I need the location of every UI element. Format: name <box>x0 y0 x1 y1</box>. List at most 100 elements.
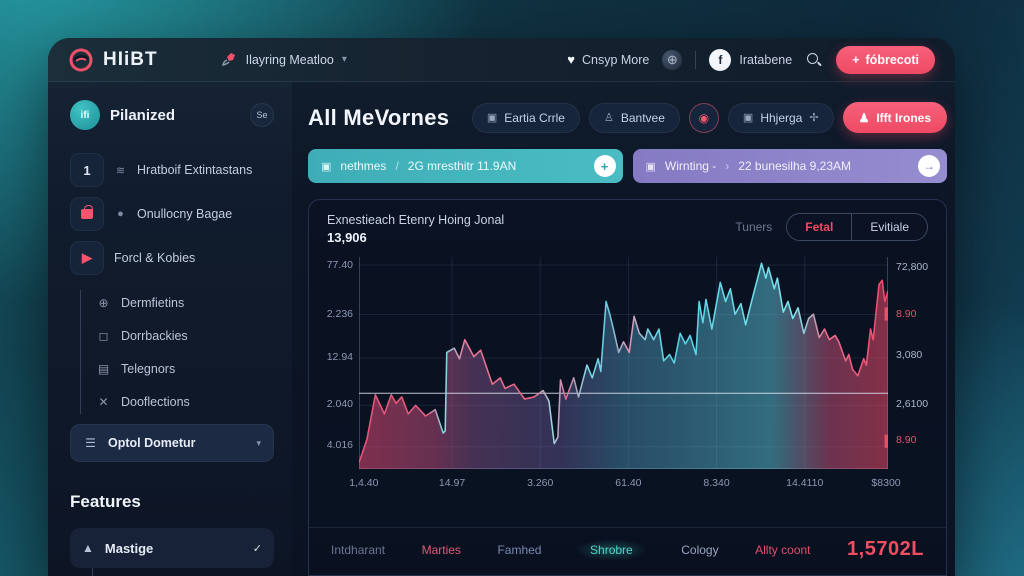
header-cta-label: fóbrecoti <box>865 52 919 67</box>
alert-chip-button[interactable]: ◉ <box>688 102 719 133</box>
check-icon: ✓ <box>252 542 262 555</box>
x-icon: ✕ <box>98 394 109 409</box>
tab-inactive[interactable]: Evitiale <box>870 220 909 234</box>
arrow-up-icon: 1 <box>70 153 104 187</box>
sidebar-active-label: Optol Dometur <box>108 436 196 450</box>
y-axis-tick-label: 12.94 <box>326 351 353 363</box>
list-bullet-icon: ≋ <box>115 164 126 177</box>
x-axis-labels: 1,4.40 14.97 3.260 61.40 8.340 14.4110 $8300 <box>349 471 900 495</box>
footer-stat[interactable]: Famhed <box>497 542 542 557</box>
sidebar-menu: 1 ≋ Hratboif Extintastans ● Onullocny Bagae ▶… <box>70 150 274 278</box>
y-axis-left: 77.40 2.236 12.94 2.040 4.016 <box>317 257 359 469</box>
chart-plot[interactable] <box>359 257 888 469</box>
pawn-icon: ♙ <box>603 112 614 124</box>
cursor-up-icon: ▲ <box>82 541 94 555</box>
sidebar-subitem-label: Telegnors <box>121 361 176 376</box>
banner-plus-button[interactable]: + <box>593 155 616 177</box>
banner-teal[interactable]: ▣ nethmes / 2G mresthitr 11.9AN + <box>308 149 623 183</box>
list-bullet-icon: ● <box>117 208 124 220</box>
primary-action-button[interactable]: ♟ Ifft Irones <box>842 102 947 133</box>
banner-arrow-button[interactable]: → <box>918 155 940 177</box>
square-icon: ▣ <box>321 160 332 173</box>
globe-icon[interactable]: ⊕ <box>662 49 683 70</box>
plus-icon: + <box>852 52 860 67</box>
search-icon[interactable] <box>805 51 823 69</box>
chevron-down-icon: ▾ <box>256 437 261 448</box>
sidebar-item-active[interactable]: ☰ Optol Dometur ▾ <box>70 424 274 462</box>
sidebar-subitem[interactable]: ◻ Dorrbackies <box>96 319 274 352</box>
square-icon: ▣ <box>645 160 656 173</box>
sidebar-subitem[interactable]: ▤ Telegnors <box>96 352 274 385</box>
toolbar-button-3[interactable]: ▣ Hhjerga ✢ <box>727 102 834 133</box>
features-heading: Features <box>70 492 141 511</box>
tab-active[interactable]: Fetal <box>787 214 853 240</box>
y-axis-right: 72,800 8.90 3,080 2,6100 8.90 <box>888 257 942 469</box>
profile-avatar: ifi <box>70 100 100 130</box>
square-icon: ▣ <box>742 112 754 124</box>
x-axis-tick-label: 61.40 <box>615 477 642 489</box>
footer-stat[interactable]: Intdharant <box>331 542 386 557</box>
chart-value: 13,906 <box>327 230 367 245</box>
chart-area: 77.40 2.236 12.94 2.040 4.016 72,800 8.90 3,08… <box>309 257 946 469</box>
y-axis-tick-label: 8.90 <box>896 308 917 320</box>
profile-badge[interactable]: Se <box>250 103 274 127</box>
sidebar-subitem-label: Dooflections <box>121 394 190 409</box>
footer-stat[interactable]: Allty coont <box>755 542 811 557</box>
sidebar-item[interactable]: ▶ Forcl & Kobies <box>70 238 274 278</box>
y-axis-tick-label: 2.040 <box>326 398 353 410</box>
footer-stat[interactable]: Cology <box>681 542 719 557</box>
nav-item-label: Ilayring Meatloo <box>245 52 334 67</box>
rocket-icon <box>221 52 235 66</box>
sidebar-item[interactable]: 1 ≋ Hratboif Extintastans <box>70 150 274 190</box>
sidebar-item[interactable]: ● Onullocny Bagae <box>70 194 274 234</box>
sidebar-submenu: ⊕ Dermfietins ◻ Dorrbackies ▤ Telegnors ✕ Doofl… <box>80 286 274 418</box>
banner-teal-text: 2G mresthitr 11.9AN <box>407 159 517 173</box>
sidebar-subitem[interactable]: ⊕ Dermfietins <box>96 286 274 319</box>
stack-icon: ☰ <box>85 436 96 450</box>
footer-stat[interactable]: Shrobre <box>578 539 645 560</box>
sidebar-subitem-label: Dorrbackies <box>121 328 188 343</box>
globe-icon: ⊕ <box>98 295 109 310</box>
user-name: Iratabene <box>739 52 793 67</box>
sidebar-subitem[interactable]: ✕ Dooflections <box>96 385 274 418</box>
x-axis-tick-label: 3.260 <box>527 477 554 489</box>
alert-icon: ◉ <box>698 110 710 125</box>
x-axis-tick-label: 14.4110 <box>786 477 824 489</box>
header-cta-button[interactable]: + fóbrecoti <box>836 45 935 74</box>
x-axis-tick-label: 14.97 <box>438 477 466 489</box>
card-icon: ▤ <box>97 361 110 376</box>
toolbar: ▣ Eartia Crrle ♙ Bantvee ◉ ▣ Hhjerga <box>471 102 947 133</box>
arrow-up-glyph: 1 <box>83 162 91 178</box>
favorites-button[interactable]: ♥ Cnsyp More <box>567 52 649 67</box>
x-axis-tick-label: 1,4.40 <box>349 477 379 489</box>
banner-purple[interactable]: ▣ Wirnting - › 22 bunesilha 9,23AM → <box>632 149 947 183</box>
toolbar-button-1-label: Eartia Crrle <box>504 110 565 125</box>
sidebar-item-label: Forcl & Kobies <box>114 251 196 265</box>
app-window: HIiBT Ilayring Meatloo ▾ ♥ Cnsyp More ⊕ <box>48 38 955 576</box>
logo[interactable]: HIiBT <box>68 47 158 73</box>
stats-footer: Intdharant Marties Famhed Shrobre Cology Allt… <box>309 527 946 575</box>
nav-item-trading[interactable]: Ilayring Meatloo ▾ <box>220 51 347 69</box>
y-axis-tick-label: 4.016 <box>326 439 353 451</box>
y-axis-tick-label: 2.236 <box>326 308 353 320</box>
play-glyph: ▶ <box>82 250 92 265</box>
x-axis-tick-label: $8300 <box>871 477 901 489</box>
banner-purple-tag: Wirnting - <box>664 159 717 173</box>
sidebar-item-label: Hratboif Extintastans <box>137 163 253 177</box>
y-axis-tick-label: 72,800 <box>896 261 929 273</box>
y-axis-tick-label: 3,080 <box>896 349 923 361</box>
chart-panel: Exnestieach Etenry Hoing Jonal 13,906 Tu… <box>308 199 947 576</box>
footer-stat[interactable]: Marties <box>421 542 461 557</box>
sidebar-profile[interactable]: ifi Pilanized Se <box>70 100 274 130</box>
timeframe-label[interactable]: Tuners <box>735 220 773 234</box>
x-axis-tick-label: 8.340 <box>703 477 730 489</box>
main-content: All MeVornes ▣ Eartia Crrle ♙ Bantvee ◉ <box>292 82 955 576</box>
banner-purple-text: 22 bunesilha 9,23AM <box>738 159 851 173</box>
toolbar-button-1[interactable]: ▣ Eartia Crrle <box>471 102 580 133</box>
toolbar-button-2[interactable]: ♙ Bantvee <box>588 102 680 133</box>
y-axis-tick-label: 77.40 <box>326 259 353 271</box>
user-menu[interactable]: f Iratabene <box>709 48 793 71</box>
app-header: HIiBT Ilayring Meatloo ▾ ♥ Cnsyp More ⊕ <box>48 38 955 82</box>
sidebar-feature-item[interactable]: ▲ Mastige ✓ <box>70 528 274 568</box>
expand-icon: ✢ <box>809 112 819 124</box>
